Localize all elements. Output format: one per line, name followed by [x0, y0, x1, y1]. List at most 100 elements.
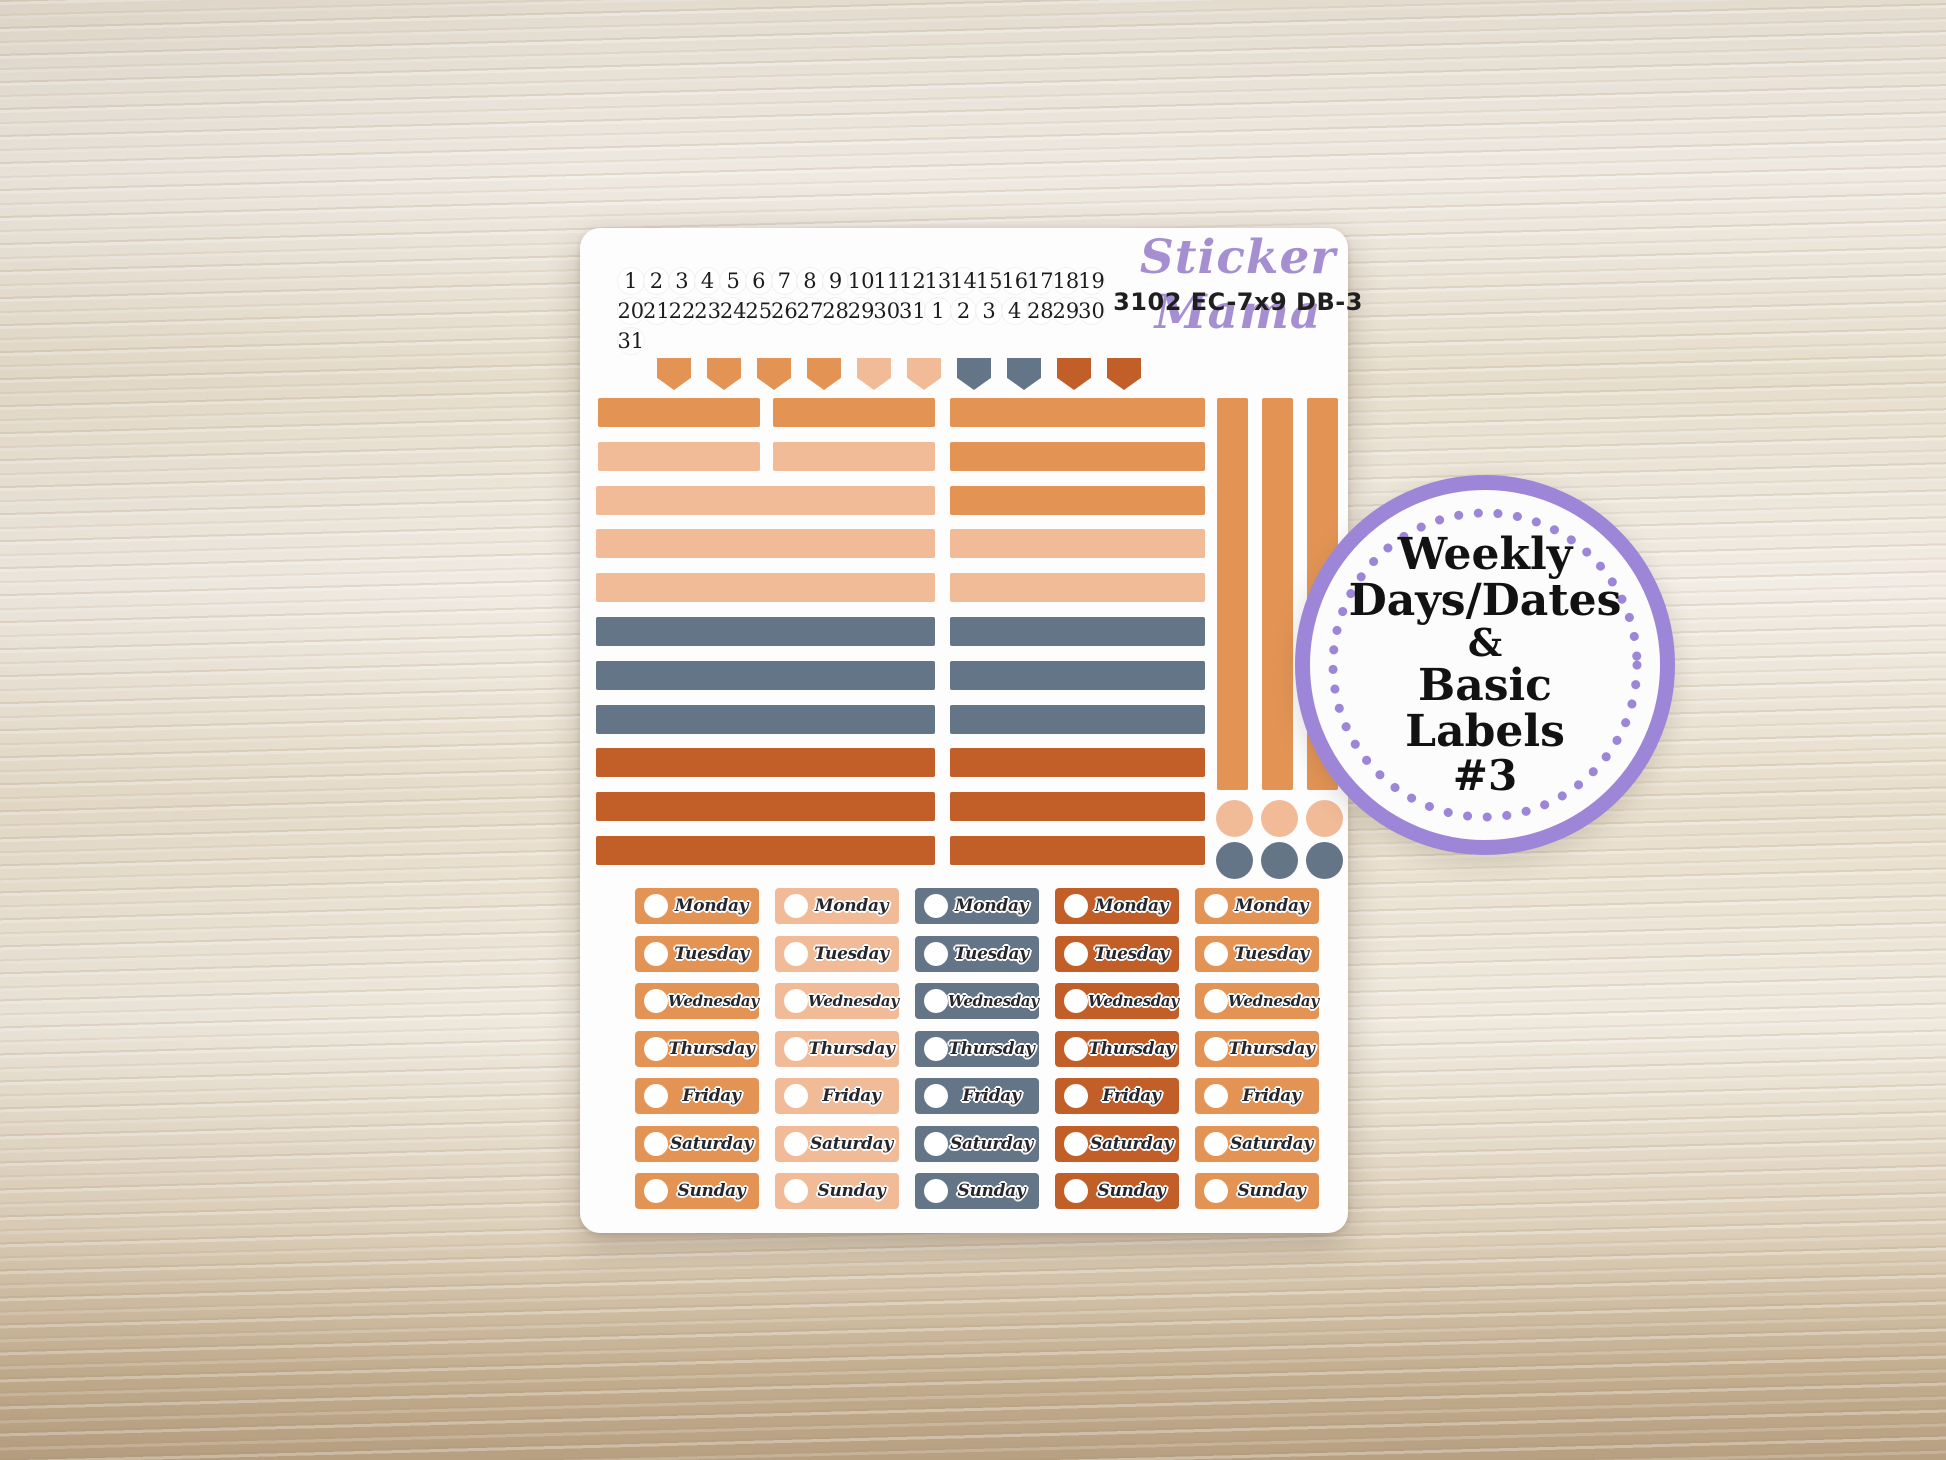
- bar-sticker: [950, 792, 1205, 822]
- bar-sticker: [950, 748, 1205, 778]
- dot-sticker: [1306, 800, 1343, 837]
- day-label-sticker: Wednesday: [915, 983, 1039, 1019]
- date-number-sticker: 30: [1078, 298, 1105, 324]
- date-number-sticker: 26: [771, 298, 798, 324]
- bar-sticker: [596, 617, 935, 646]
- day-label-circle: [784, 1179, 808, 1203]
- bar-sticker: [596, 748, 935, 778]
- bar-sticker: [596, 529, 935, 559]
- day-label-text: Tuesday: [954, 943, 1029, 964]
- day-label-circle: [1204, 1036, 1228, 1061]
- date-number-sticker: 14: [950, 268, 977, 294]
- day-label-text: Saturday: [950, 1133, 1033, 1154]
- day-label-circle: [784, 989, 808, 1013]
- day-label-sticker: Friday: [1055, 1078, 1179, 1114]
- dot-sticker: [1261, 800, 1298, 837]
- day-label-circle: [924, 989, 948, 1013]
- bar-sticker: [596, 573, 935, 603]
- flag-sticker: [807, 358, 841, 390]
- date-number-row: 20 21 22 23 24 25 26 27 28 29 30 31 1 2 3 4 28 29 30: [617, 298, 1105, 324]
- day-label-text: Monday: [814, 896, 889, 916]
- flag-sticker: [907, 358, 941, 390]
- day-label-circle: [924, 941, 948, 966]
- bar-sticker: [950, 660, 1205, 690]
- flag-sticker: [757, 358, 791, 390]
- date-number-sticker: 8: [797, 268, 823, 294]
- date-number-sticker: 12: [898, 268, 926, 294]
- day-label-text: Friday: [822, 1086, 881, 1106]
- date-number-sticker: 23: [694, 298, 721, 324]
- day-label-text: Sunday: [817, 1181, 886, 1201]
- bar-sticker: [598, 398, 760, 427]
- badge: Weekly Days/Dates & Basic Labels #3: [1295, 475, 1675, 855]
- badge-line: Basic: [1418, 659, 1552, 711]
- badge-text: Weekly Days/Dates & Basic Labels #3: [1349, 532, 1622, 798]
- date-number-sticker: 31: [617, 328, 645, 354]
- day-label-sticker: Wednesday: [775, 983, 899, 1019]
- bar-sticker: [773, 398, 935, 427]
- day-label-text: Saturday: [1090, 1133, 1173, 1154]
- date-number-sticker: 1: [618, 268, 644, 294]
- day-label-circle: [1064, 894, 1088, 918]
- bar-sticker: [950, 573, 1205, 603]
- date-number-sticker: 18: [1052, 268, 1080, 294]
- day-label-sticker: Saturday: [775, 1125, 899, 1162]
- bar-sticker: [950, 398, 1205, 427]
- badge-line: Days/Dates: [1348, 574, 1622, 626]
- day-label-text: Sunday: [957, 1181, 1026, 1201]
- day-label-text: Thursday: [948, 1038, 1035, 1059]
- day-label-circle: [644, 1084, 668, 1108]
- date-number-row: 1 2 3 4 5 6 7 8 9 10 11 12 13 14 15 16 17 18 19: [618, 268, 1105, 294]
- flag-sticker: [1007, 358, 1041, 390]
- day-label-circle: [784, 1084, 808, 1108]
- day-label-text: Saturday: [670, 1133, 753, 1154]
- date-number-sticker: 11: [873, 268, 901, 294]
- date-number-sticker: 21: [643, 298, 670, 324]
- date-number-sticker: 16: [1001, 268, 1029, 294]
- day-label-circle: [1064, 989, 1088, 1013]
- day-label-text: Wednesday: [1228, 992, 1319, 1010]
- bar-sticker: [950, 485, 1205, 515]
- day-label-sticker: Friday: [915, 1078, 1039, 1114]
- date-number-sticker: 17: [1026, 268, 1054, 294]
- day-label-sticker: Thursday: [915, 1030, 1039, 1067]
- day-label-circle: [924, 1036, 948, 1061]
- day-label-sticker: Thursday: [635, 1030, 759, 1067]
- date-number-sticker: 6: [745, 268, 772, 294]
- day-label-circle: [1204, 989, 1228, 1013]
- day-label-sticker: Sunday: [635, 1173, 759, 1209]
- day-label-sticker: Saturday: [1195, 1125, 1319, 1162]
- day-label-sticker: Monday: [775, 888, 899, 924]
- date-number-sticker: 30: [873, 298, 901, 324]
- bar-sticker: [773, 441, 935, 471]
- date-number-sticker: 4: [694, 268, 721, 294]
- dot-sticker: [1216, 842, 1253, 879]
- day-label-circle: [644, 1036, 668, 1061]
- bar-sticker: [596, 485, 935, 515]
- day-label-text: Sunday: [1237, 1181, 1306, 1201]
- flag-sticker: [1107, 358, 1141, 390]
- date-number-sticker: 29: [847, 298, 875, 324]
- day-label-sticker: Saturday: [1055, 1125, 1179, 1162]
- day-label-sticker: Thursday: [1055, 1030, 1179, 1067]
- day-label-text: Saturday: [810, 1133, 893, 1154]
- day-label-circle: [784, 1036, 808, 1061]
- day-label-text: Thursday: [1088, 1038, 1175, 1059]
- day-label-text: Thursday: [668, 1038, 755, 1059]
- bar-sticker: [950, 441, 1205, 471]
- badge-line: Labels: [1405, 705, 1565, 757]
- date-number-sticker: 3: [976, 298, 1002, 324]
- day-label-text: Monday: [674, 896, 749, 916]
- day-label-text: Thursday: [1228, 1038, 1315, 1059]
- date-number-sticker: 2: [950, 298, 977, 324]
- date-number-row: 31: [617, 328, 645, 354]
- day-label-text: Monday: [1094, 896, 1169, 916]
- date-number-sticker: 10: [847, 268, 875, 294]
- date-number-sticker: 29: [1052, 298, 1080, 324]
- day-label-circle: [644, 894, 668, 918]
- date-number-sticker: 15: [975, 268, 1003, 294]
- day-label-sticker: Friday: [775, 1078, 899, 1114]
- day-label-sticker: Tuesday: [915, 935, 1039, 972]
- badge-line: #3: [1452, 751, 1518, 801]
